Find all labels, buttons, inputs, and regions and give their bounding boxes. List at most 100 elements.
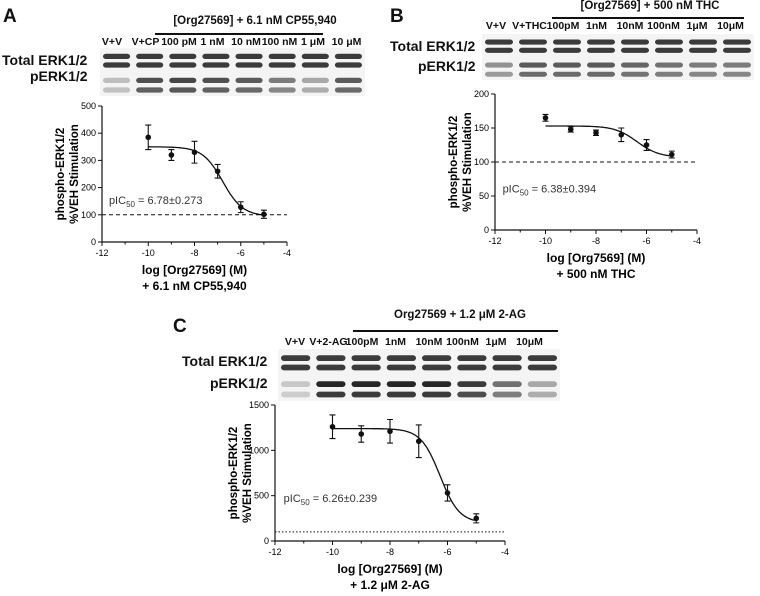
panel-label: C: [173, 316, 187, 337]
blot-band: [689, 62, 717, 68]
blot-band: [527, 381, 557, 387]
blot-band: [301, 53, 329, 60]
blot-band: [103, 77, 131, 84]
blot-band: [655, 47, 683, 53]
blot-band: [301, 62, 329, 68]
dose-response-chart: 0 50 100 150 200 -12 -10 -8 -6 -4 pIC50 = 6.38±0.3…: [448, 89, 701, 281]
lane-label: 1μM: [485, 336, 507, 348]
y-tick-label: 50: [479, 191, 489, 201]
blot-band: [587, 47, 615, 53]
y-tick-label: 0: [91, 237, 96, 247]
x-axis-label: log [Org7569] (M): [547, 251, 646, 265]
blot-band: [621, 71, 649, 77]
x-tick-label: -8: [386, 547, 394, 557]
data-point: [668, 151, 675, 158]
y-tick-label: 100: [474, 157, 489, 167]
y-tick-label: 150: [474, 123, 489, 133]
blot-band: [655, 71, 683, 77]
panel-label: A: [3, 6, 17, 27]
x-tick-label: -12: [268, 547, 281, 557]
blot-band: [268, 77, 296, 84]
pic50-annotation: pIC50 = 6.26±0.239: [284, 493, 378, 507]
blot-band: [103, 87, 131, 93]
blot-band: [457, 381, 487, 387]
treatment-header: [Org27569] + 6.1 nM CP55,940: [173, 15, 337, 27]
y-axis-label: phospho-ERK1/2: [55, 128, 67, 221]
lane-label: 10μM: [717, 20, 744, 32]
x-axis-label: log [Org27569] (M): [337, 562, 442, 576]
blot-band: [202, 77, 230, 84]
panel-b: B [Org27569] + 500 nM THC Total ERK1/2 p…: [385, 0, 760, 300]
y-tick-label: 0: [484, 225, 489, 235]
data-point: [329, 423, 336, 430]
blot-band: [689, 39, 717, 45]
blot-band: [485, 71, 513, 77]
data-point: [145, 134, 152, 141]
blot-band: [422, 364, 452, 371]
blot-band: [281, 391, 311, 398]
data-point: [473, 515, 480, 522]
x-tick-label: -6: [237, 248, 245, 258]
blot-band: [136, 87, 164, 93]
blot-band: [386, 364, 416, 371]
data-point: [168, 152, 175, 158]
western-blot: [482, 34, 754, 80]
lane-label: 10 μM: [331, 36, 362, 48]
data-point: [387, 428, 393, 435]
blot-band: [422, 391, 452, 398]
lane-label: 1nM: [586, 20, 607, 32]
fit-curve: [332, 427, 475, 522]
y-tick-label: 400: [81, 128, 96, 138]
blot-band: [621, 39, 649, 45]
blot-band: [689, 47, 717, 53]
blot-band: [527, 364, 557, 371]
blot-band: [492, 364, 522, 371]
blot-band: [386, 391, 416, 398]
y-tick-label: 300: [81, 155, 96, 165]
blot-band: [281, 364, 311, 371]
y-tick-label: 200: [474, 89, 489, 99]
blot-band: [351, 381, 381, 387]
y-tick-label: 1000: [249, 445, 269, 455]
blot-band: [316, 391, 346, 398]
data-point: [415, 438, 422, 445]
pic50-annotation: pIC50 = 6.38±0.394: [503, 184, 597, 198]
panel-label: B: [390, 6, 404, 27]
blot-band: [351, 391, 381, 398]
blot-band: [169, 77, 197, 84]
lane-label: 100 nM: [261, 36, 298, 48]
lane-label: 1 nM: [200, 36, 225, 48]
blot-band: [457, 391, 487, 398]
x-tick-label: -6: [642, 236, 650, 246]
lane-label: 1μM: [686, 20, 708, 32]
data-point: [237, 204, 244, 210]
data-point: [214, 168, 221, 175]
x-axis-label: + 1.2 μM 2-AG: [350, 578, 430, 592]
lane-label: 100nM: [647, 20, 680, 32]
data-point: [261, 211, 267, 218]
blot-band: [587, 39, 615, 45]
blot-label-total: Total ERK1/2: [390, 38, 476, 54]
blot-band: [316, 364, 346, 371]
lane-label: V+2-AG: [309, 336, 348, 348]
y-tick-label: 500: [81, 101, 96, 111]
treatment-bracket: [155, 33, 323, 35]
pic50-annotation: pIC50 = 6.78±0.273: [109, 195, 203, 209]
panel-c: C Org27569 + 1.2 μM 2-AG Total ERK1/2 pE…: [170, 305, 590, 596]
lane-label: 1nM: [385, 336, 406, 348]
blot-band: [202, 53, 230, 60]
blot-band: [527, 391, 557, 398]
lane-label: 10 nM: [231, 36, 261, 48]
blot-band: [485, 39, 513, 45]
blot-band: [202, 62, 230, 68]
blot-band: [457, 355, 487, 361]
blot-band: [169, 87, 197, 93]
lane-label: 100 pM: [161, 36, 197, 48]
data-point: [567, 126, 574, 133]
blot-band: [723, 71, 751, 77]
blot-band: [386, 355, 416, 361]
dose-response-chart: 0 100 200 300 400 500 -12 -10 -8 -6 -4 pIC50 = 6.78…: [55, 101, 291, 293]
y-tick-label: 100: [81, 210, 96, 220]
x-axis-label: log [Org27569] (M): [142, 263, 247, 277]
blot-band: [235, 62, 263, 68]
